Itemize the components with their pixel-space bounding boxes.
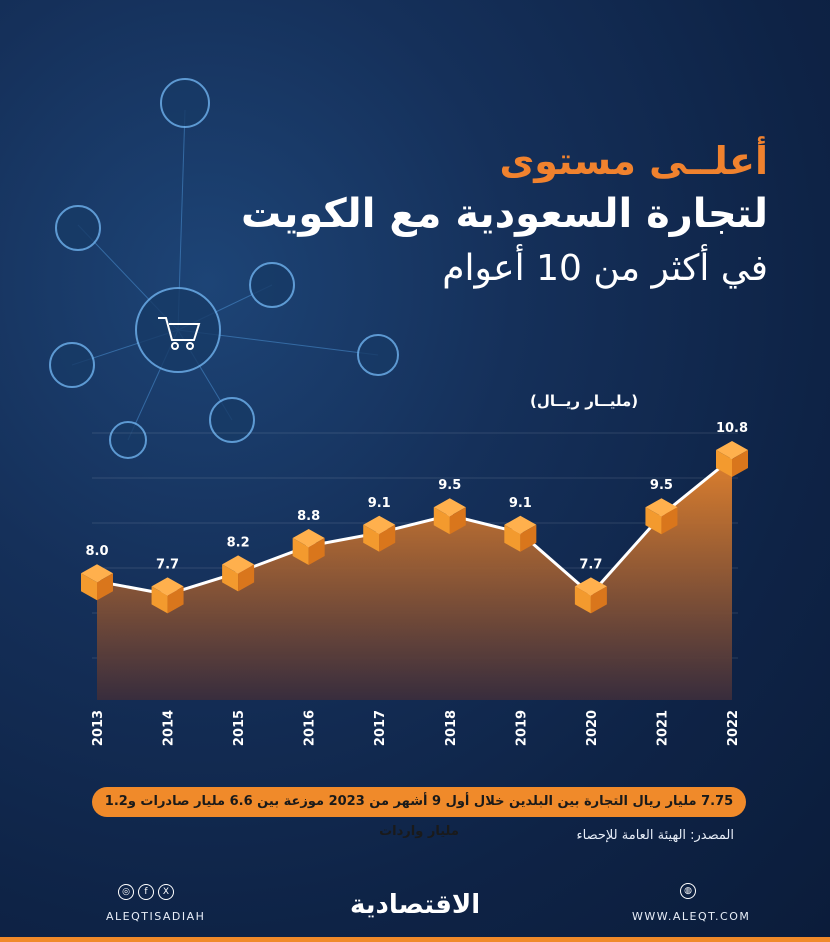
instagram-icon[interactable]: ◎ xyxy=(118,884,134,900)
data-point-marker xyxy=(222,555,255,592)
note-banner: 7.75 مليار ريال التجارة بين البلدين خلال… xyxy=(92,787,746,839)
data-point-marker xyxy=(363,515,396,552)
x-tick-label: 2017 xyxy=(373,710,388,746)
source-text: المصدر: الهيئة العامة للإحصاء xyxy=(576,828,734,843)
x-tick-label: 2022 xyxy=(726,710,741,746)
x-tick-label: 2019 xyxy=(514,710,529,746)
social-handle[interactable]: ALEQTISADIAH xyxy=(106,910,206,923)
data-label: 8.0 xyxy=(85,544,108,559)
data-point-marker xyxy=(292,529,325,565)
data-label: 10.8 xyxy=(716,421,748,436)
data-label: 9.5 xyxy=(438,478,461,493)
x-tick-label: 2013 xyxy=(91,710,106,746)
x-tick-label: 2020 xyxy=(585,710,600,746)
title-line-1: أعلــى مستوى xyxy=(499,139,768,183)
series-line xyxy=(96,456,733,597)
social-icons: ◎ f X xyxy=(118,884,174,900)
data-label: 7.7 xyxy=(156,557,179,572)
x-tick-label: 2015 xyxy=(232,710,247,746)
title-line-3: في أكثر من 10 أعوام xyxy=(442,248,768,289)
trade-area-chart: 8.0 2013 7.7 2014 8.2 2015 8.8 2016 9.1 2017 9.5 20… xyxy=(81,421,748,746)
x-icon[interactable]: X xyxy=(158,884,174,900)
data-label: 8.8 xyxy=(297,509,320,524)
data-point-marker xyxy=(433,498,466,535)
data-point-marker xyxy=(716,441,748,477)
website-link[interactable]: WWW.ALEQT.COM xyxy=(632,910,751,923)
data-point-marker xyxy=(81,564,113,601)
data-label: 8.2 xyxy=(227,535,250,550)
data-point-marker xyxy=(151,577,184,614)
x-tick-label: 2018 xyxy=(444,710,459,746)
x-tick-label: 2021 xyxy=(655,710,670,746)
x-tick-label: 2014 xyxy=(162,710,177,746)
cart-icon xyxy=(158,317,201,350)
globe-icon: ◍ xyxy=(680,883,696,899)
bottom-accent-bar xyxy=(0,937,830,942)
unit-label: (مليــار ريــال) xyxy=(530,392,639,410)
data-label: 9.1 xyxy=(509,496,532,511)
data-label: 9.1 xyxy=(368,496,391,511)
title-line-2: لتجارة السعودية مع الكويت xyxy=(240,191,768,237)
data-point-marker xyxy=(645,498,678,535)
area-fill xyxy=(97,458,732,700)
data-label: 7.7 xyxy=(579,557,602,572)
data-label: 9.5 xyxy=(650,478,673,493)
x-tick-label: 2016 xyxy=(303,710,318,746)
data-point-marker xyxy=(574,577,607,614)
data-point-marker xyxy=(504,515,537,552)
title-block: أعلــى مستوى لتجارة السعودية مع الكويت ف… xyxy=(241,136,768,296)
brand-logo: الاقتصادية xyxy=(350,890,481,920)
facebook-icon[interactable]: f xyxy=(138,884,154,900)
